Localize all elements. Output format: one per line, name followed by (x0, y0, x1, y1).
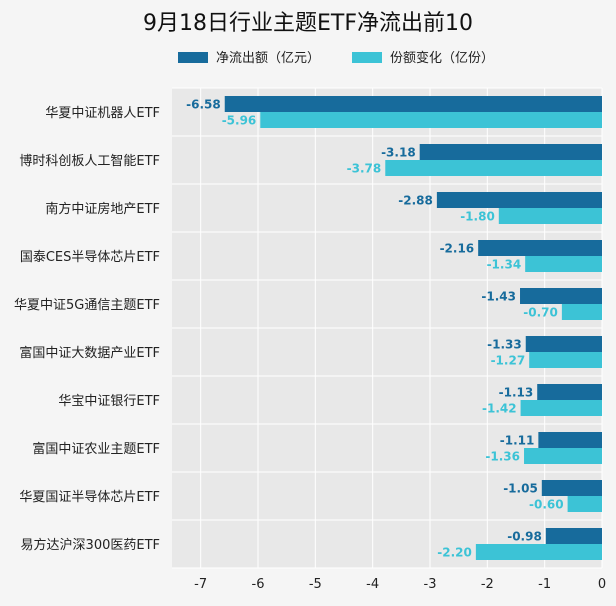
legend: 净流出额（亿元） 份额变化（亿份） (178, 50, 494, 66)
category-label: 华夏中证机器人ETF (45, 106, 160, 121)
value-label-share-change: -0.60 (529, 498, 564, 512)
value-label-share-change: -0.70 (523, 306, 558, 320)
bar-outflow (537, 384, 602, 400)
x-tick-label: -3 (424, 577, 437, 592)
value-label-share-change: -5.96 (222, 114, 257, 128)
bar-share-change (524, 448, 602, 464)
bars (224, 96, 602, 560)
category-label: 富国中证大数据产业ETF (19, 345, 160, 361)
value-label-outflow: -3.18 (381, 146, 416, 160)
bar-outflow (520, 288, 602, 304)
value-label-share-change: -1.80 (460, 210, 495, 224)
value-label-share-change: -3.78 (347, 162, 382, 176)
x-tick-label: -6 (252, 577, 265, 592)
x-axis-ticks: -7 -6 -5 -4 -3 -2 -1 0 (194, 577, 606, 592)
category-label: 华宝中证银行ETF (58, 394, 160, 409)
category-label: 易方达沪深300医药ETF (21, 537, 160, 553)
bar-outflow (224, 96, 602, 112)
bar-share-change (475, 544, 602, 560)
category-label: 华夏中证5G通信主题ETF (14, 298, 160, 313)
bar-share-change (260, 112, 602, 128)
category-label: 国泰CES半导体芯片ETF (20, 250, 160, 265)
bar-outflow (436, 192, 602, 208)
value-label-outflow: -1.43 (481, 290, 516, 304)
value-label-share-change: -1.42 (482, 402, 517, 416)
category-labels: 华夏中证机器人ETF 博时科创板人工智能ETF 南方中证房地产ETF 国泰CES半导体… (14, 106, 160, 553)
value-label-share-change: -2.20 (437, 546, 472, 560)
x-tick-label: 0 (598, 577, 606, 592)
value-label-outflow: -0.98 (507, 530, 542, 544)
bar-share-change (525, 256, 602, 272)
category-label: 华夏国证半导体芯片ETF (19, 490, 160, 505)
x-tick-label: -2 (481, 577, 494, 592)
chart-title: 9月18日行业主题ETF净流出前10 (143, 11, 473, 36)
category-label: 南方中证房地产ETF (45, 201, 160, 217)
legend-swatch-share-change (352, 52, 382, 63)
bar-share-change (567, 496, 602, 512)
bar-outflow (478, 240, 602, 256)
bar-share-change (529, 352, 602, 368)
bar-outflow (545, 528, 602, 544)
value-label-outflow: -1.05 (503, 482, 538, 496)
bar-share-change (561, 304, 602, 320)
value-labels: -6.58-5.96 -3.18 -3.78 -2.88 -1.80 -2.16 -1.34… (186, 98, 563, 560)
bar-share-change (498, 208, 602, 224)
bar-outflow (541, 480, 602, 496)
x-tick-label: -4 (366, 577, 379, 592)
x-tick-label: -5 (309, 577, 322, 592)
value-label-outflow: -1.33 (487, 338, 522, 352)
value-label-share-change: -1.36 (485, 450, 520, 464)
value-label-outflow: -1.13 (499, 386, 534, 400)
x-tick-label: -7 (194, 577, 207, 592)
value-label-outflow: -2.16 (440, 242, 475, 256)
legend-label-share-change: 份额变化（亿份） (390, 50, 494, 66)
legend-label-outflow: 净流出额（亿元） (216, 51, 320, 66)
legend-swatch-outflow (178, 52, 208, 63)
value-label-outflow: -1.11 (500, 434, 535, 448)
bar-outflow (525, 336, 602, 352)
category-label: 富国中证农业主题ETF (32, 441, 160, 457)
bar-share-change (385, 160, 602, 176)
value-label-share-change: -1.34 (487, 258, 522, 272)
x-tick-label: -1 (538, 577, 551, 592)
category-label: 博时科创板人工智能ETF (19, 154, 160, 169)
bar-share-change (520, 400, 602, 416)
bar-outflow (419, 144, 602, 160)
value-label-share-change: -1.27 (491, 354, 526, 368)
value-label-outflow: -2.88 (398, 194, 433, 208)
bar-outflow (538, 432, 602, 448)
value-label-outflow: -6.58 (186, 98, 221, 112)
